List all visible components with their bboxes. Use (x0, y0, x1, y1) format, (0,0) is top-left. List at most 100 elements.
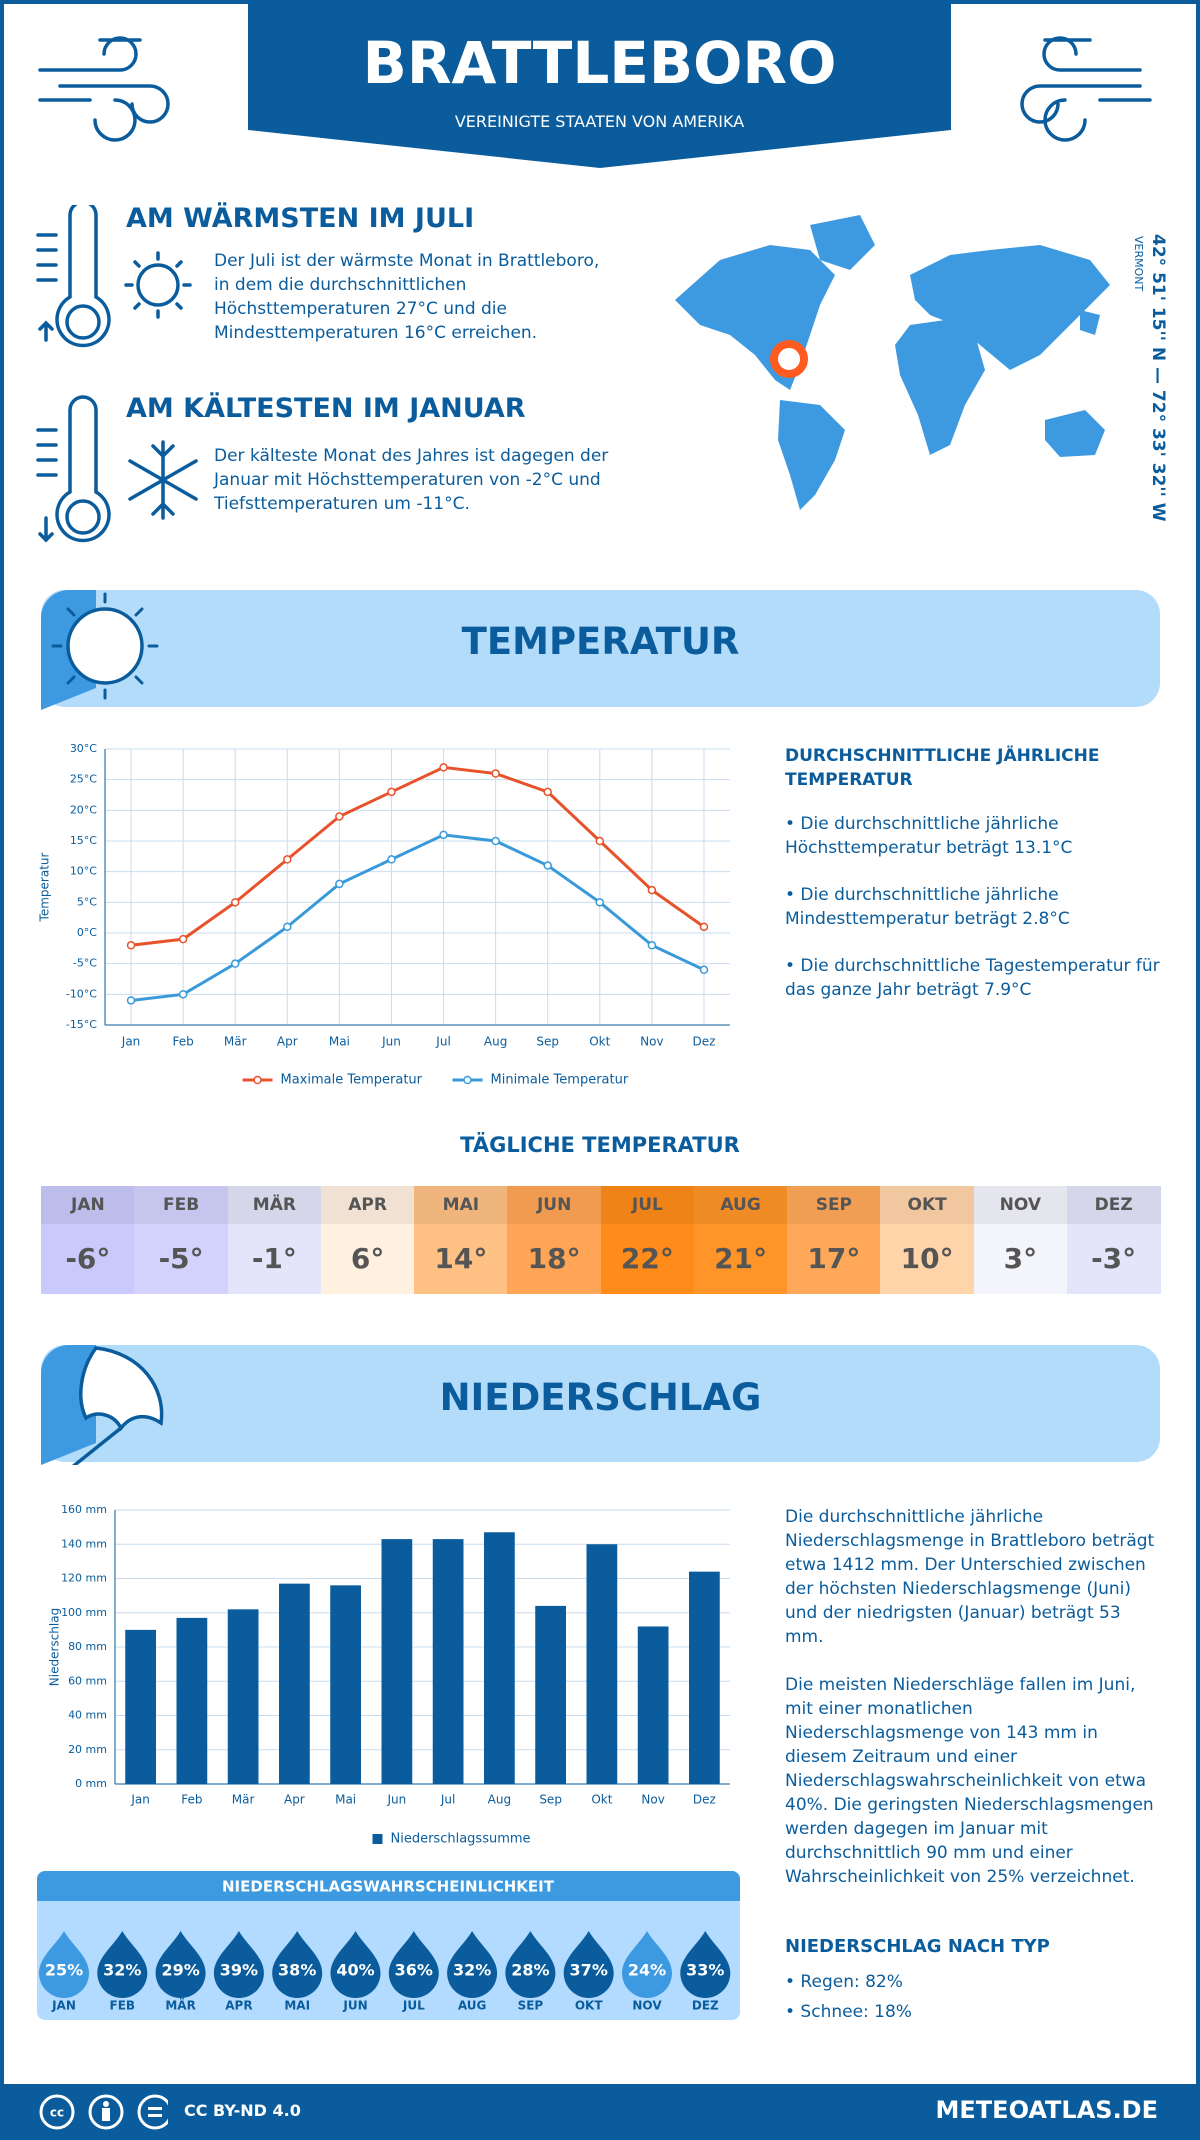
point (543, 787, 552, 797)
summary-item: • Die durchschnittliche jährliche Mindes… (785, 885, 1070, 929)
daily-month: APR (320, 1186, 415, 1224)
drop-value: 38% (278, 1961, 316, 1980)
drop-value: 40% (336, 1961, 374, 1980)
bar (381, 1539, 413, 1784)
bar (689, 1571, 720, 1784)
type-title: NIEDERSCHLAG NACH TYP (785, 1936, 1050, 1957)
summary-item: • Die durchschnittliche Tagestemperatur … (785, 956, 1160, 1000)
y-tick-label: 40 mm (68, 1709, 107, 1722)
point (335, 879, 344, 889)
x-tick-label: Jun (387, 1793, 407, 1807)
daily-title: TÄGLICHE TEMPERATUR (460, 1133, 740, 1157)
probability-title: NIEDERSCHLAGSWAHRSCHEINLICHKEIT (222, 1878, 555, 1896)
y-tick-label: 30°C (70, 742, 97, 755)
point (387, 855, 396, 864)
drop-month: JUN (342, 1999, 367, 2013)
daily-cell: FEB -5° (134, 1186, 228, 1294)
daily-month: JUL (600, 1186, 695, 1224)
drop (272, 1931, 323, 1998)
point (335, 812, 344, 821)
legend-label: Niederschlagssumme (391, 1832, 531, 1847)
y-tick-label: 80 mm (68, 1640, 107, 1653)
x-tick-label: Sep (536, 1035, 559, 1049)
daily-value: 14° (434, 1242, 488, 1275)
daily-value: -3° (1091, 1242, 1137, 1275)
daily-month: MAI (414, 1186, 508, 1224)
drop-month: APR (225, 1999, 252, 2013)
license: CC BY-ND 4.0 (184, 2101, 301, 2120)
temperature-banner (41, 590, 1160, 710)
x-tick-label: Okt (591, 1793, 612, 1807)
drop-value: 24% (628, 1961, 666, 1980)
legend-swatch (463, 1075, 472, 1085)
drop-month: FEB (110, 1999, 136, 2013)
drop-value: 33% (686, 1961, 724, 1980)
point (387, 787, 396, 797)
x-tick-label: Jul (440, 1793, 455, 1807)
daily-cell: DEZ -3° (1066, 1186, 1161, 1294)
daily-value: 17° (807, 1242, 861, 1275)
drop (155, 1931, 206, 1998)
x-tick-label: Mär (224, 1035, 247, 1049)
point (126, 996, 136, 1005)
drop (213, 1931, 264, 1999)
footer (0, 2084, 1200, 2140)
x-tick-label: Jul (435, 1035, 450, 1049)
bar (535, 1605, 566, 1784)
point (283, 855, 292, 864)
daily-cell: OKT 10° (880, 1186, 974, 1294)
y-tick-label: -10°C (66, 987, 97, 1000)
drop-month: AUG (458, 1999, 487, 2013)
drop (39, 1931, 89, 1999)
drop-month: DEZ (692, 1999, 719, 2013)
daily-month: JAN (41, 1186, 135, 1224)
y-tick-label: 15°C (70, 834, 97, 847)
header-graphics (38, 0, 1152, 168)
daily-cell: SEP 17° (787, 1186, 881, 1294)
bar (586, 1544, 618, 1784)
drop-month: NOV (632, 1999, 662, 2013)
bar (330, 1585, 361, 1784)
probability-header (37, 1871, 740, 1901)
paragraph: Die meisten Niederschläge fallen im Juni… (785, 1675, 1154, 1887)
y-axis-label: Niederschlag (48, 1608, 62, 1686)
daily-cell: APR 6° (320, 1186, 415, 1294)
world-map (675, 215, 1110, 510)
coldest-text: Der kälteste Monat des Jahres ist dagege… (214, 446, 609, 514)
daily-value: 3° (1003, 1242, 1038, 1275)
point (699, 922, 709, 932)
x-tick-label: Sep (539, 1793, 562, 1807)
x-tick-label: Dez (693, 1793, 716, 1807)
precipitation-banner (41, 1345, 1160, 1465)
daily-value: 21° (714, 1242, 768, 1275)
x-tick-label: Nov (641, 1793, 664, 1807)
country-subtitle: VEREINIGTE STAATEN VON AMERIKA (454, 112, 745, 131)
x-tick-label: Feb (173, 1035, 194, 1049)
y-axis-label: Temperatur (38, 852, 52, 922)
bar (279, 1583, 310, 1784)
summary-title: DURCHSCHNITTLICHE JÄHRLICHE TEMPERATUR (785, 746, 1100, 790)
x-tick-label: Okt (589, 1035, 610, 1049)
drop-month: JAN (51, 1999, 76, 2013)
y-tick-label: 5°C (77, 895, 97, 908)
daily-value: -5° (158, 1242, 204, 1275)
daily-month: FEB (134, 1186, 228, 1224)
location-marker (770, 340, 808, 378)
daily-month: DEZ (1066, 1186, 1161, 1224)
x-tick-label: Aug (488, 1793, 511, 1807)
y-tick-label: 100 mm (61, 1606, 107, 1619)
drop-value: 32% (103, 1961, 141, 1980)
temperature-chart: -15°C -10°C -5°C 0°C 5°C 10°C 15°C 20°C 25°C 30°C… (38, 742, 730, 1088)
line (130, 765, 705, 947)
bar (484, 1532, 515, 1784)
drop-month: JUL (402, 1999, 425, 2013)
y-tick-label: 120 mm (61, 1572, 107, 1585)
daily-value: 18° (527, 1242, 581, 1275)
daily-cell: JUL 22° (600, 1186, 695, 1294)
drop (97, 1931, 148, 1998)
icons (36, 205, 198, 543)
daily-month: JUN (507, 1186, 601, 1224)
y-tick-label: 0 mm (75, 1777, 107, 1790)
point (230, 898, 240, 907)
